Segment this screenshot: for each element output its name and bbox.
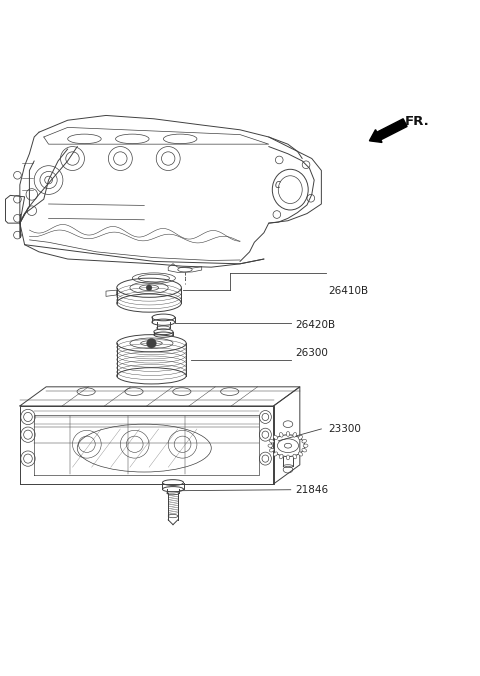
Circle shape: [146, 285, 152, 291]
Text: FR.: FR.: [405, 116, 430, 128]
Ellipse shape: [303, 444, 308, 448]
Ellipse shape: [279, 454, 283, 459]
Ellipse shape: [299, 435, 302, 439]
Ellipse shape: [274, 452, 277, 456]
Ellipse shape: [279, 433, 283, 437]
Circle shape: [147, 339, 156, 348]
Ellipse shape: [269, 448, 274, 452]
Text: 26420B: 26420B: [295, 320, 335, 330]
Ellipse shape: [269, 439, 274, 443]
Text: 26410B: 26410B: [328, 286, 369, 296]
FancyArrow shape: [370, 119, 407, 143]
Ellipse shape: [293, 433, 297, 437]
Ellipse shape: [274, 435, 277, 439]
Text: C: C: [275, 181, 280, 191]
Ellipse shape: [268, 444, 273, 448]
Ellipse shape: [286, 455, 289, 460]
Ellipse shape: [302, 448, 307, 452]
Text: 23300: 23300: [328, 424, 361, 434]
Text: 21846: 21846: [295, 485, 328, 495]
Ellipse shape: [302, 439, 307, 443]
Ellipse shape: [286, 431, 289, 436]
Text: 26300: 26300: [295, 348, 328, 358]
Ellipse shape: [293, 454, 297, 459]
Ellipse shape: [299, 452, 302, 456]
